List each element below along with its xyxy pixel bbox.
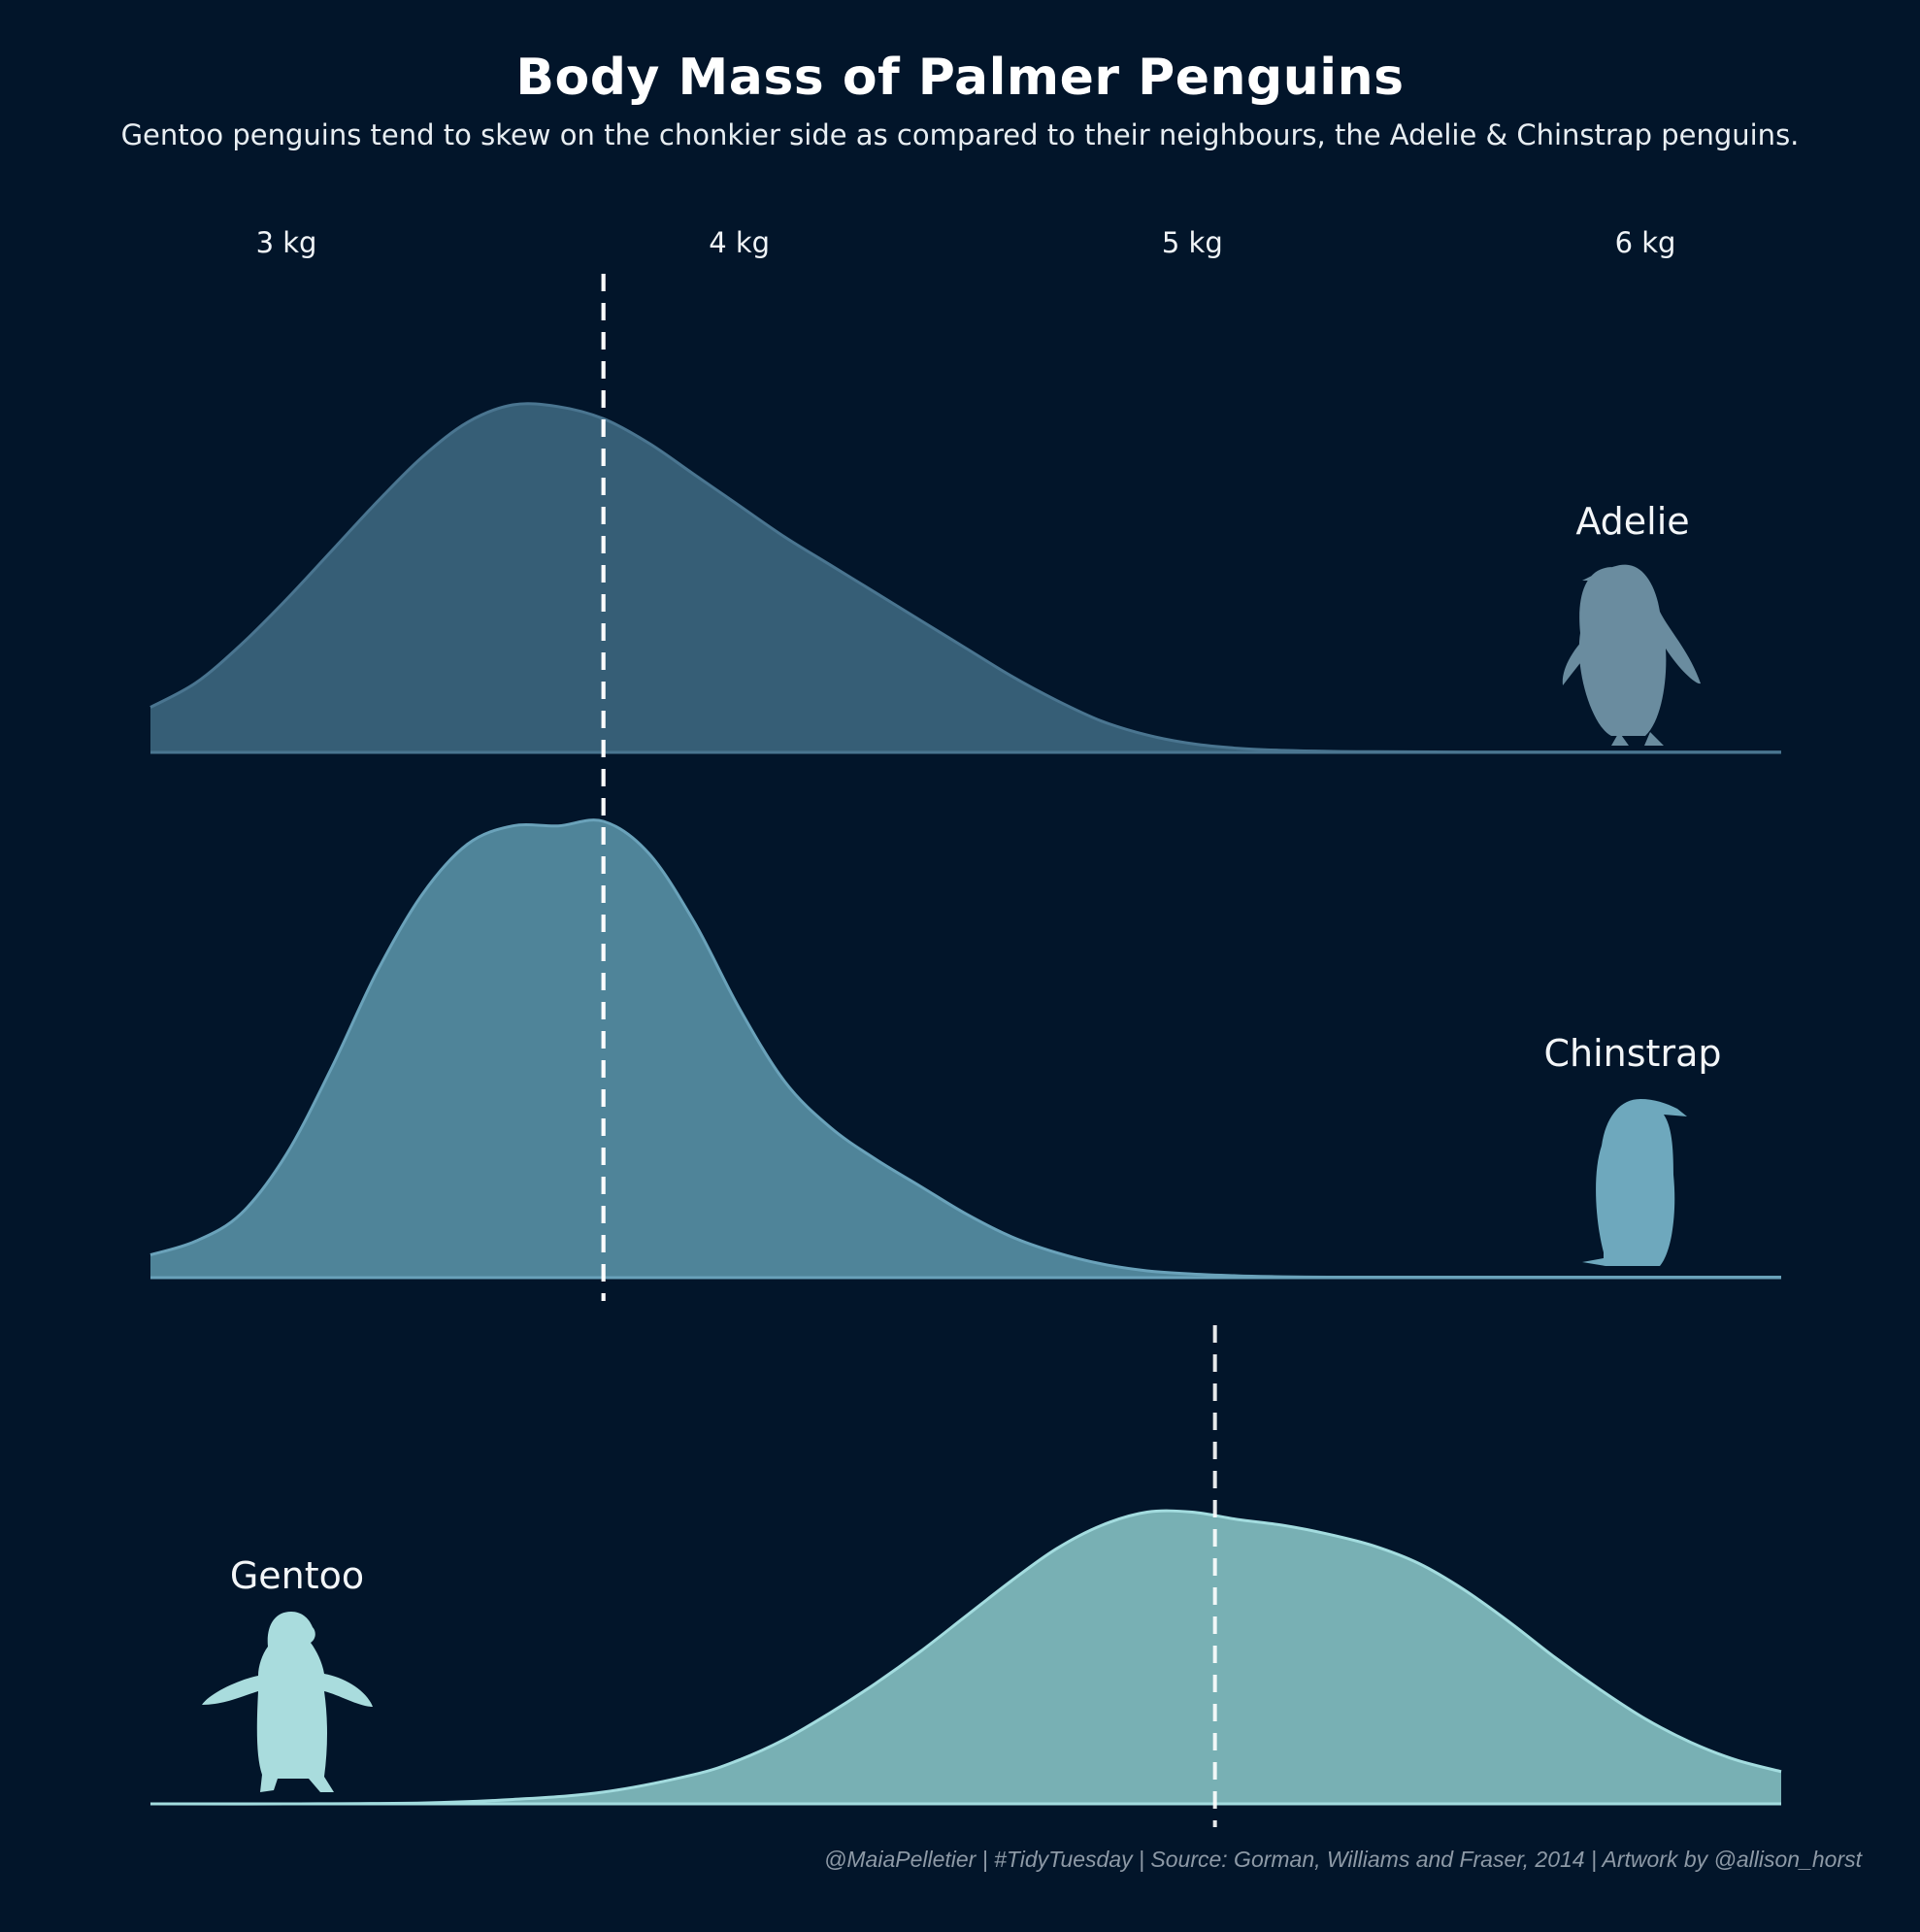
x-axis-ticks: 3 kg 4 kg 5 kg 6 kg (256, 226, 1676, 259)
gentoo-label: Gentoo (230, 1554, 364, 1597)
chart-caption: @MaiaPelletier | #TidyTuesday | Source: … (824, 1847, 1862, 1872)
gentoo-penguin-icon (202, 1612, 373, 1792)
x-tick-label-0: 3 kg (256, 226, 317, 259)
ridges: Adelie Chinstrap Gentoo (149, 402, 1782, 1806)
gentoo-density-line (149, 1509, 1782, 1806)
adelie-penguin-icon (1562, 564, 1701, 746)
chart-subtitle: Gentoo penguins tend to skew on the chon… (120, 118, 1800, 151)
chinstrap-label: Chinstrap (1544, 1032, 1722, 1075)
chinstrap-penguin-icon (1582, 1099, 1687, 1266)
median-lines (601, 274, 1217, 1827)
chinstrap-density-area (150, 819, 1781, 1278)
x-tick-label-2: 5 kg (1162, 226, 1223, 259)
adelie-label: Adelie (1575, 500, 1689, 543)
adelie-density-area (150, 403, 1781, 752)
x-tick-label-1: 4 kg (709, 226, 770, 259)
chart-title: Body Mass of Palmer Penguins (515, 49, 1405, 107)
gentoo-density-area (150, 1511, 1781, 1805)
x-tick-label-3: 6 kg (1615, 226, 1676, 259)
